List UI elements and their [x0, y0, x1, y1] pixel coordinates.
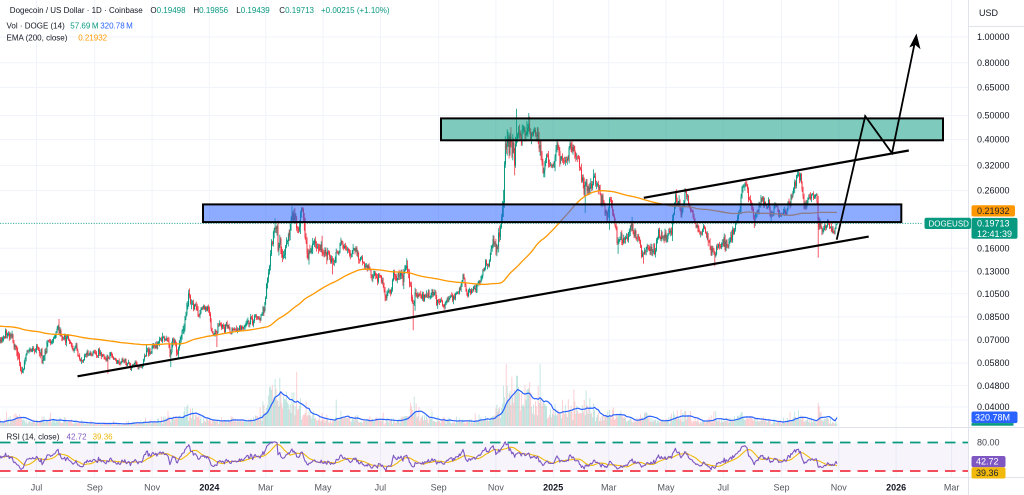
- svg-text:2025: 2025: [543, 483, 563, 493]
- svg-text:Nov: Nov: [144, 483, 161, 493]
- svg-text:0.04000: 0.04000: [977, 402, 1010, 412]
- svg-text:42.72: 42.72: [976, 457, 999, 467]
- svg-text:1.00000: 1.00000: [977, 32, 1010, 42]
- svg-text:Sep: Sep: [87, 483, 103, 493]
- svg-text:12:41:39: 12:41:39: [977, 229, 1012, 239]
- svg-text:0.19713: 0.19713: [977, 219, 1010, 229]
- svg-text:0.21932: 0.21932: [977, 206, 1010, 216]
- svg-text:0.26000: 0.26000: [977, 186, 1010, 196]
- svg-text:Mar: Mar: [944, 483, 960, 493]
- svg-text:Jul: Jul: [375, 483, 387, 493]
- svg-text:0.13000: 0.13000: [977, 266, 1010, 276]
- svg-text:Sep: Sep: [431, 483, 447, 493]
- svg-text:0.07000: 0.07000: [977, 335, 1010, 345]
- svg-text:0.80000: 0.80000: [977, 58, 1010, 68]
- svg-text:0.16000: 0.16000: [977, 243, 1010, 253]
- svg-text:0.08500: 0.08500: [977, 312, 1010, 322]
- svg-text:Nov: Nov: [831, 483, 848, 493]
- svg-text:Mar: Mar: [258, 483, 274, 493]
- svg-text:May: May: [314, 483, 332, 493]
- svg-text:2026: 2026: [886, 483, 906, 493]
- svg-text:Sep: Sep: [773, 483, 789, 493]
- svg-text:USD: USD: [979, 8, 999, 18]
- svg-text:0.40000: 0.40000: [977, 135, 1010, 145]
- svg-text:2024: 2024: [199, 483, 219, 493]
- svg-text:Jul: Jul: [718, 483, 730, 493]
- svg-text:39.36: 39.36: [976, 468, 999, 478]
- svg-text:Nov: Nov: [488, 483, 505, 493]
- svg-text:0.32000: 0.32000: [977, 161, 1010, 171]
- svg-text:80.00: 80.00: [977, 438, 1000, 448]
- svg-text:Dogecoin / US Dollar · 1D · Co: Dogecoin / US Dollar · 1D · Coinbase O0.1…: [10, 6, 390, 15]
- svg-text:0.05800: 0.05800: [977, 358, 1010, 368]
- svg-text:0.10500: 0.10500: [977, 289, 1010, 299]
- svg-text:Jul: Jul: [31, 483, 43, 493]
- svg-text:Mar: Mar: [601, 483, 617, 493]
- svg-text:DOGEUSD: DOGEUSD: [929, 219, 970, 228]
- svg-text:320.78M: 320.78M: [975, 412, 1010, 422]
- svg-text:0.04800: 0.04800: [977, 381, 1010, 391]
- svg-text:May: May: [657, 483, 675, 493]
- svg-text:0.65000: 0.65000: [977, 83, 1010, 93]
- svg-text:0.50000: 0.50000: [977, 111, 1010, 121]
- svg-text:EMA (200, close)0.21932: EMA (200, close) 0.21932: [7, 34, 108, 43]
